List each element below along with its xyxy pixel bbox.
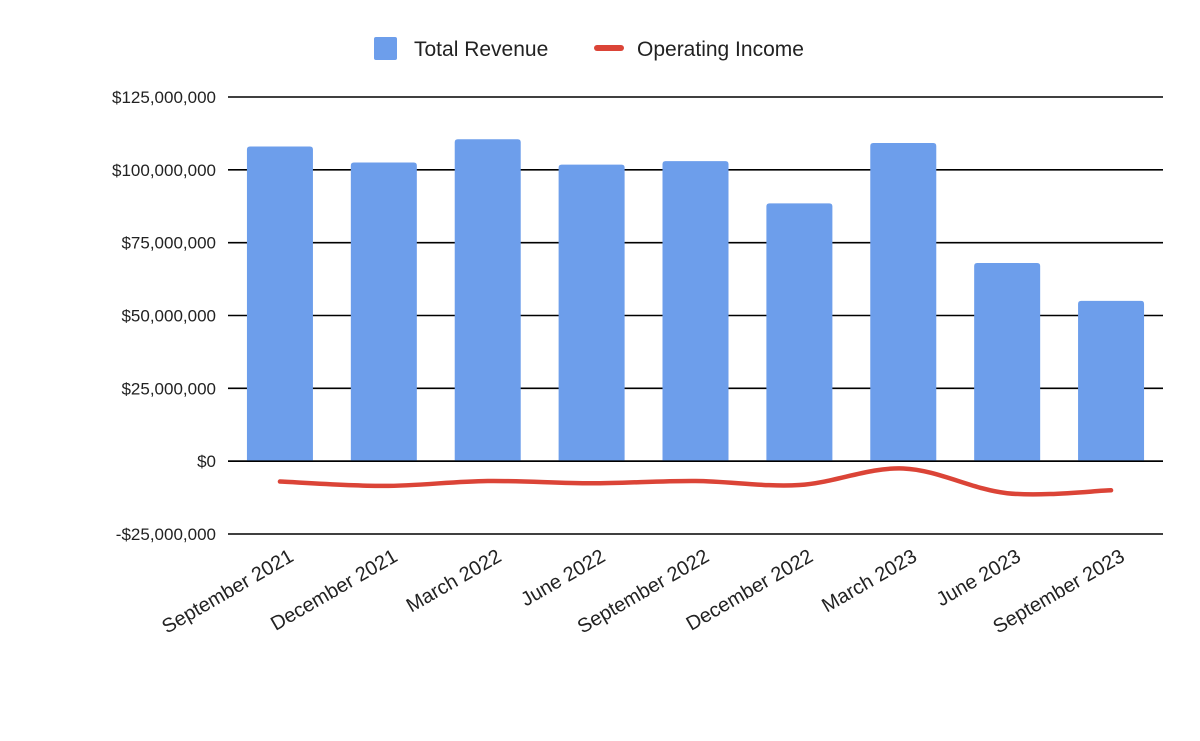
y-tick-label: $75,000,000 — [121, 234, 216, 253]
bar-september-2023 — [1078, 300, 1145, 462]
legend: Total Revenue Operating Income — [374, 37, 804, 61]
legend-label-total-revenue: Total Revenue — [414, 38, 548, 61]
y-axis-tick-labels: $125,000,000 $100,000,000 $75,000,000 $50,0… — [112, 88, 216, 544]
bar-september-2021 — [246, 146, 313, 462]
y-tick-label: $50,000,000 — [121, 307, 216, 326]
bar-series-total-revenue — [228, 139, 1163, 462]
y-tick-label: $25,000,000 — [121, 379, 216, 398]
legend-label-operating-income: Operating Income — [637, 38, 804, 61]
line-series-operating-income — [277, 466, 1114, 497]
bar-december-2022 — [766, 203, 833, 462]
x-tick-label-june-2022: June 2022 — [517, 545, 609, 611]
operating-income-line — [277, 466, 1114, 497]
x-tick-label-march-2022: March 2022 — [403, 545, 505, 617]
y-tick-label: $100,000,000 — [112, 161, 216, 180]
bar-june-2023 — [974, 263, 1041, 462]
legend-swatch-total-revenue — [374, 37, 397, 60]
x-tick-label-march-2023: March 2023 — [818, 545, 920, 617]
legend-item-total-revenue: Total Revenue — [374, 37, 548, 61]
bar-march-2023 — [870, 143, 937, 462]
y-tick-label: $0 — [197, 452, 216, 471]
bar-march-2022 — [454, 139, 521, 462]
y-tick-label: $125,000,000 — [112, 88, 216, 107]
bar-june-2022 — [558, 164, 625, 462]
legend-item-operating-income: Operating Income — [594, 38, 804, 61]
bar-september-2022 — [662, 161, 729, 462]
bar-december-2021 — [350, 162, 417, 462]
x-tick-label-june-2023: June 2023 — [933, 545, 1025, 611]
y-tick-label: -$25,000,000 — [116, 525, 216, 544]
